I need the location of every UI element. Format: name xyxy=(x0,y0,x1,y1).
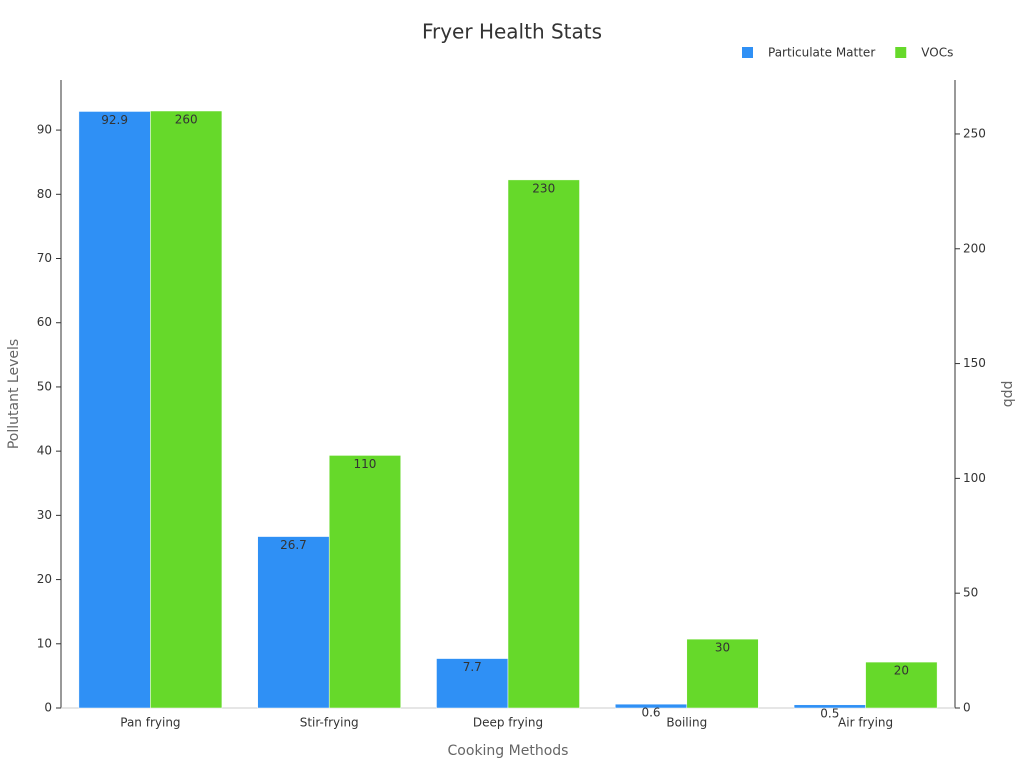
x-axis-title: Cooking Methods xyxy=(448,743,569,759)
value-label: 230 xyxy=(532,181,555,195)
x-tick-label: Air frying xyxy=(838,716,893,730)
legend-label: Particulate Matter xyxy=(768,46,875,60)
y-tick-label: 60 xyxy=(37,315,52,329)
y-tick-label: 90 xyxy=(37,123,52,137)
x-tick-label: Stir-frying xyxy=(300,716,359,730)
value-label: 30 xyxy=(715,641,730,655)
y-tick-label: 50 xyxy=(37,379,52,393)
value-label: 26.7 xyxy=(280,538,307,552)
value-label: 92.9 xyxy=(101,113,128,127)
chart-title: Fryer Health Stats xyxy=(422,20,602,44)
y2-tick-label: 250 xyxy=(963,126,986,140)
y2-tick-label: 100 xyxy=(963,471,986,485)
value-label: 110 xyxy=(354,457,377,471)
value-label: 260 xyxy=(175,112,198,126)
y-tick-label: 10 xyxy=(37,636,52,650)
legend-swatch xyxy=(895,47,907,58)
x-tick-label: Boiling xyxy=(666,716,707,730)
bar xyxy=(328,455,401,709)
y-tick-label: 20 xyxy=(37,572,52,586)
y2-tick-label: 0 xyxy=(963,701,971,715)
x-tick-label: Pan frying xyxy=(120,716,180,730)
bar xyxy=(865,661,938,709)
bar xyxy=(436,658,509,709)
legend-label: VOCs xyxy=(921,46,953,60)
y-tick-label: 70 xyxy=(37,251,52,265)
y2-axis-title: ppb xyxy=(1000,381,1016,408)
value-label: 0.6 xyxy=(641,706,660,720)
y-tick-label: 30 xyxy=(37,508,52,522)
bar xyxy=(507,179,580,709)
y-tick-label: 40 xyxy=(37,444,52,458)
y-tick-label: 0 xyxy=(44,701,52,715)
y2-tick-label: 200 xyxy=(963,241,986,255)
y2-tick-label: 50 xyxy=(963,586,978,600)
value-label: 20 xyxy=(894,664,909,678)
bar xyxy=(78,111,151,709)
y-tick-label: 80 xyxy=(37,187,52,201)
legend-swatch xyxy=(742,47,753,58)
x-tick-label: Deep frying xyxy=(473,716,543,730)
bar xyxy=(257,536,330,709)
y2-tick-label: 150 xyxy=(963,356,986,370)
value-label: 7.7 xyxy=(463,660,482,674)
bar xyxy=(686,638,759,709)
y-axis-title: Pollutant Levels xyxy=(6,339,22,449)
bar xyxy=(150,110,223,709)
value-label: 0.5 xyxy=(820,706,839,720)
